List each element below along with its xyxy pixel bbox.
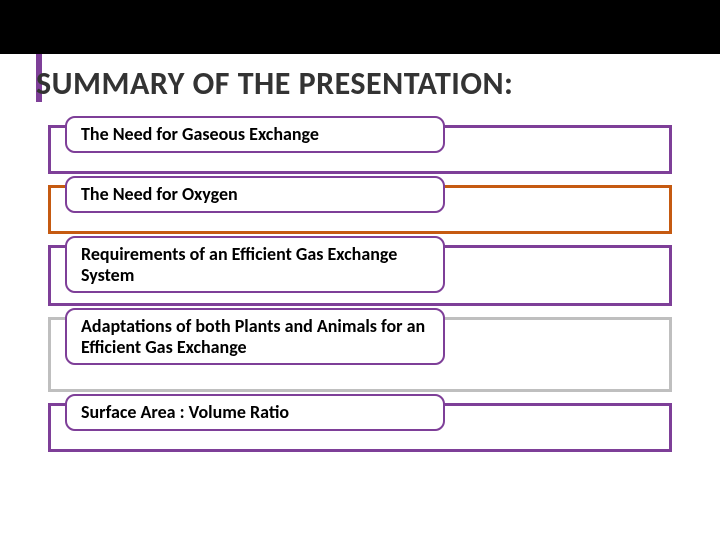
item-label: The Need for Oxygen (81, 183, 238, 205)
frame-stub-right (442, 317, 672, 320)
item-frame: The Need for Oxygen (48, 188, 672, 234)
frame-stub-left (48, 317, 66, 320)
list-item: Surface Area : Volume Ratio (48, 406, 672, 452)
list-item: Requirements of an Efficient Gas Exchang… (48, 248, 672, 306)
frame-stub-right (442, 125, 672, 128)
item-label: Adaptations of both Plants and Animals f… (81, 315, 425, 358)
item-label: Requirements of an Efficient Gas Exchang… (81, 243, 397, 286)
frame-stub-left (48, 185, 66, 188)
frame-stub-left (48, 245, 66, 248)
frame-stub-right (442, 185, 672, 188)
list-item: Adaptations of both Plants and Animals f… (48, 320, 672, 392)
frame-stub-left (48, 403, 66, 406)
item-frame: Surface Area : Volume Ratio (48, 406, 672, 452)
frame-stub-right (442, 245, 672, 248)
item-pill: The Need for Gaseous Exchange (65, 116, 445, 153)
list-item: The Need for Oxygen (48, 188, 672, 234)
item-frame: Requirements of an Efficient Gas Exchang… (48, 248, 672, 306)
list-item: The Need for Gaseous Exchange (48, 128, 672, 174)
item-frame: Adaptations of both Plants and Animals f… (48, 320, 672, 392)
header-band (0, 0, 720, 54)
page-title: SUMMARY OF THE PRESENTATION: (36, 64, 513, 103)
summary-list: The Need for Gaseous Exchange The Need f… (48, 128, 672, 466)
item-pill: Surface Area : Volume Ratio (65, 394, 445, 431)
frame-stub-right (442, 403, 672, 406)
item-pill: The Need for Oxygen (65, 176, 445, 213)
item-frame: The Need for Gaseous Exchange (48, 128, 672, 174)
item-label: Surface Area : Volume Ratio (81, 401, 289, 423)
item-pill: Requirements of an Efficient Gas Exchang… (65, 236, 445, 293)
item-pill: Adaptations of both Plants and Animals f… (65, 308, 445, 365)
frame-stub-left (48, 125, 66, 128)
item-label: The Need for Gaseous Exchange (81, 123, 319, 145)
